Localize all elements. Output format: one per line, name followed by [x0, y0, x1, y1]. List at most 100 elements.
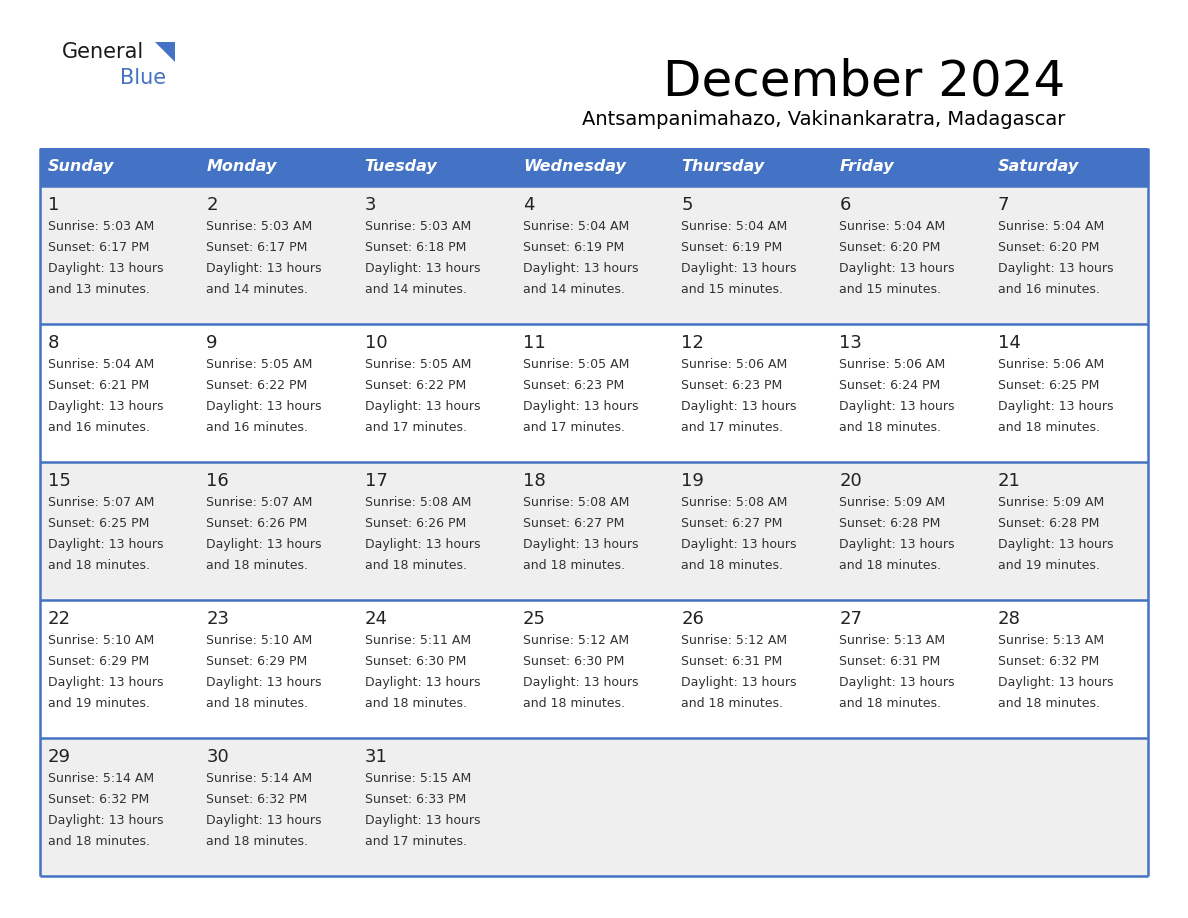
Text: 26: 26 — [681, 610, 704, 628]
Text: and 18 minutes.: and 18 minutes. — [523, 697, 625, 710]
Text: and 18 minutes.: and 18 minutes. — [48, 835, 150, 848]
Text: and 19 minutes.: and 19 minutes. — [48, 697, 150, 710]
Text: Monday: Monday — [207, 160, 277, 174]
Text: 5: 5 — [681, 196, 693, 214]
Text: Sunrise: 5:06 AM: Sunrise: 5:06 AM — [681, 358, 788, 371]
Text: 23: 23 — [207, 610, 229, 628]
Text: 18: 18 — [523, 472, 545, 490]
Text: Sunset: 6:31 PM: Sunset: 6:31 PM — [840, 655, 941, 668]
Text: Sunset: 6:18 PM: Sunset: 6:18 PM — [365, 241, 466, 254]
Text: and 17 minutes.: and 17 minutes. — [365, 835, 467, 848]
Text: Daylight: 13 hours: Daylight: 13 hours — [365, 262, 480, 275]
Text: Friday: Friday — [840, 160, 895, 174]
Text: and 17 minutes.: and 17 minutes. — [365, 421, 467, 434]
Text: Sunset: 6:32 PM: Sunset: 6:32 PM — [207, 793, 308, 806]
Text: Sunrise: 5:12 AM: Sunrise: 5:12 AM — [681, 634, 788, 647]
Text: Wednesday: Wednesday — [523, 160, 626, 174]
Text: Sunrise: 5:14 AM: Sunrise: 5:14 AM — [48, 772, 154, 785]
Polygon shape — [154, 42, 175, 62]
Text: Sunset: 6:32 PM: Sunset: 6:32 PM — [998, 655, 1099, 668]
Text: Sunrise: 5:07 AM: Sunrise: 5:07 AM — [207, 496, 312, 509]
Text: Sunset: 6:30 PM: Sunset: 6:30 PM — [523, 655, 624, 668]
Bar — [40, 324, 1148, 462]
Text: Sunset: 6:31 PM: Sunset: 6:31 PM — [681, 655, 783, 668]
Bar — [832, 148, 990, 186]
Text: Sunrise: 5:10 AM: Sunrise: 5:10 AM — [48, 634, 154, 647]
Text: Daylight: 13 hours: Daylight: 13 hours — [207, 538, 322, 551]
Text: Daylight: 13 hours: Daylight: 13 hours — [840, 538, 955, 551]
Text: and 18 minutes.: and 18 minutes. — [365, 559, 467, 572]
Text: Sunset: 6:25 PM: Sunset: 6:25 PM — [998, 379, 1099, 392]
Text: and 16 minutes.: and 16 minutes. — [48, 421, 150, 434]
Text: Sunrise: 5:08 AM: Sunrise: 5:08 AM — [523, 496, 630, 509]
Bar — [356, 148, 514, 186]
Text: Daylight: 13 hours: Daylight: 13 hours — [840, 262, 955, 275]
Text: Sunrise: 5:11 AM: Sunrise: 5:11 AM — [365, 634, 470, 647]
Text: Sunrise: 5:09 AM: Sunrise: 5:09 AM — [840, 496, 946, 509]
Text: Sunrise: 5:13 AM: Sunrise: 5:13 AM — [998, 634, 1104, 647]
Text: Daylight: 13 hours: Daylight: 13 hours — [48, 676, 164, 689]
Text: 29: 29 — [48, 748, 71, 766]
Bar — [990, 148, 1148, 186]
Text: Sunrise: 5:06 AM: Sunrise: 5:06 AM — [840, 358, 946, 371]
Text: and 18 minutes.: and 18 minutes. — [840, 559, 941, 572]
Text: Sunrise: 5:05 AM: Sunrise: 5:05 AM — [207, 358, 312, 371]
Bar — [40, 462, 1148, 600]
Text: 14: 14 — [998, 334, 1020, 352]
Text: Sunset: 6:28 PM: Sunset: 6:28 PM — [998, 517, 1099, 530]
Text: Daylight: 13 hours: Daylight: 13 hours — [998, 262, 1113, 275]
Text: and 18 minutes.: and 18 minutes. — [48, 559, 150, 572]
Text: 8: 8 — [48, 334, 59, 352]
Text: Sunset: 6:19 PM: Sunset: 6:19 PM — [523, 241, 624, 254]
Text: and 18 minutes.: and 18 minutes. — [523, 559, 625, 572]
Text: Daylight: 13 hours: Daylight: 13 hours — [681, 262, 797, 275]
Text: Sunset: 6:17 PM: Sunset: 6:17 PM — [207, 241, 308, 254]
Text: 15: 15 — [48, 472, 71, 490]
Text: Daylight: 13 hours: Daylight: 13 hours — [365, 538, 480, 551]
Text: Sunset: 6:20 PM: Sunset: 6:20 PM — [840, 241, 941, 254]
Text: Blue: Blue — [120, 68, 166, 88]
Text: and 18 minutes.: and 18 minutes. — [681, 559, 783, 572]
Text: Sunrise: 5:08 AM: Sunrise: 5:08 AM — [681, 496, 788, 509]
Text: Daylight: 13 hours: Daylight: 13 hours — [207, 676, 322, 689]
Text: and 18 minutes.: and 18 minutes. — [998, 421, 1100, 434]
Text: Daylight: 13 hours: Daylight: 13 hours — [681, 676, 797, 689]
Text: and 13 minutes.: and 13 minutes. — [48, 283, 150, 296]
Text: Sunset: 6:19 PM: Sunset: 6:19 PM — [681, 241, 783, 254]
Bar — [514, 148, 674, 186]
Text: Sunrise: 5:05 AM: Sunrise: 5:05 AM — [365, 358, 470, 371]
Text: Daylight: 13 hours: Daylight: 13 hours — [523, 538, 638, 551]
Bar — [674, 148, 832, 186]
Text: Sunset: 6:29 PM: Sunset: 6:29 PM — [48, 655, 150, 668]
Text: 31: 31 — [365, 748, 387, 766]
Text: Daylight: 13 hours: Daylight: 13 hours — [681, 538, 797, 551]
Text: Sunrise: 5:08 AM: Sunrise: 5:08 AM — [365, 496, 470, 509]
Text: Sunrise: 5:03 AM: Sunrise: 5:03 AM — [207, 220, 312, 233]
Text: 2: 2 — [207, 196, 217, 214]
Text: 21: 21 — [998, 472, 1020, 490]
Text: Sunrise: 5:05 AM: Sunrise: 5:05 AM — [523, 358, 630, 371]
Text: 27: 27 — [840, 610, 862, 628]
Text: 16: 16 — [207, 472, 229, 490]
Text: Sunrise: 5:09 AM: Sunrise: 5:09 AM — [998, 496, 1104, 509]
Text: Sunset: 6:32 PM: Sunset: 6:32 PM — [48, 793, 150, 806]
Text: and 17 minutes.: and 17 minutes. — [681, 421, 783, 434]
Text: Daylight: 13 hours: Daylight: 13 hours — [998, 400, 1113, 413]
Text: Daylight: 13 hours: Daylight: 13 hours — [48, 814, 164, 827]
Text: Sunset: 6:23 PM: Sunset: 6:23 PM — [523, 379, 624, 392]
Text: Sunset: 6:27 PM: Sunset: 6:27 PM — [523, 517, 624, 530]
Text: 11: 11 — [523, 334, 545, 352]
Text: Sunset: 6:25 PM: Sunset: 6:25 PM — [48, 517, 150, 530]
Text: 24: 24 — [365, 610, 387, 628]
Text: Daylight: 13 hours: Daylight: 13 hours — [48, 262, 164, 275]
Text: 10: 10 — [365, 334, 387, 352]
Text: Sunset: 6:28 PM: Sunset: 6:28 PM — [840, 517, 941, 530]
Text: 1: 1 — [48, 196, 59, 214]
Text: 4: 4 — [523, 196, 535, 214]
Text: Saturday: Saturday — [998, 160, 1079, 174]
Text: Daylight: 13 hours: Daylight: 13 hours — [365, 814, 480, 827]
Text: 25: 25 — [523, 610, 545, 628]
Text: 22: 22 — [48, 610, 71, 628]
Text: and 18 minutes.: and 18 minutes. — [998, 697, 1100, 710]
Text: 30: 30 — [207, 748, 229, 766]
